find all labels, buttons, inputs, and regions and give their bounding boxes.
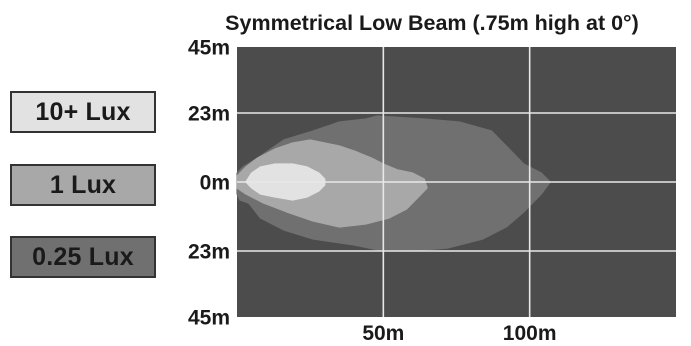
x-tick-label: 50m	[362, 322, 404, 345]
y-tick-label: 45m	[188, 37, 230, 60]
y-tick-label: 0m	[200, 172, 230, 195]
chart-title: Symmetrical Low Beam (.75m high at 0°)	[225, 11, 639, 35]
y-tick-label: 23m	[188, 103, 230, 126]
plot-area	[236, 47, 676, 317]
legend-item-0-25-lux: 0.25 Lux	[10, 236, 156, 278]
legend-label: 10+ Lux	[35, 97, 131, 126]
x-axis-tick-labels: 50m 100m	[362, 322, 556, 345]
x-tick-label: 100m	[503, 322, 557, 345]
legend-item-1-lux: 1 Lux	[10, 164, 156, 206]
legend-label: 1 Lux	[49, 170, 117, 199]
contour-1-lux	[236, 139, 428, 228]
y-tick-label: 23m	[188, 241, 230, 264]
legend-label: 0.25 Lux	[32, 242, 134, 271]
grid-lines	[237, 47, 676, 317]
y-tick-label: 45m	[188, 307, 230, 330]
y-axis-tick-labels: 45m 23m 0m 23m 45m	[188, 37, 230, 330]
legend-item-10-lux: 10+ Lux	[10, 91, 156, 133]
